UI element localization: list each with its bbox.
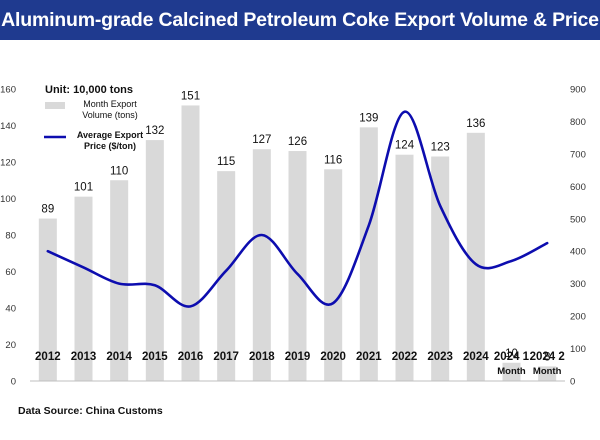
bar [466, 132, 485, 381]
x-category-label: Month [497, 366, 526, 377]
legend-bar-label: Month Export [83, 99, 137, 109]
bar [502, 362, 521, 381]
x-category-label: 2023 [427, 351, 453, 363]
x-category-label: 2016 [178, 351, 204, 363]
legend-bar-label: Volume (tons) [82, 110, 138, 120]
bar [288, 151, 307, 381]
bar-data-label: 101 [74, 182, 93, 194]
bar-data-label: 132 [145, 125, 164, 137]
y-right-tick-label: 600 [570, 182, 586, 193]
chart-title: Aluminum-grade Calcined Petroleum Coke E… [1, 9, 599, 31]
price-line [46, 110, 549, 308]
x-category-label: 2020 [320, 351, 346, 363]
legend-line-label: Price ($/ton) [84, 141, 136, 151]
y-left-tick-label: 140 [0, 121, 16, 132]
bar-data-label: 124 [395, 140, 415, 152]
unit-label: Unit: 10,000 tons [45, 84, 133, 96]
y-left-tick-label: 120 [0, 158, 16, 169]
x-category-label: 2018 [249, 351, 275, 363]
y-right-tick-label: 900 [570, 85, 586, 96]
x-category-label: 2017 [213, 351, 239, 363]
y-left-tick-label: 60 [5, 267, 16, 278]
bar-data-label: 116 [324, 154, 342, 166]
bar [538, 366, 557, 381]
chart-area: 0 20 40 60 80 100 120 140 160 0 100 200 300 400 500 600… [0, 84, 586, 388]
bar-data-label: 126 [288, 136, 307, 148]
y-left-tick-label: 80 [5, 231, 16, 242]
bar [252, 149, 271, 381]
x-category-label: 2013 [71, 351, 97, 363]
title-bar: Aluminum-grade Calcined Petroleum Coke E… [0, 0, 600, 40]
bar-data-label: 110 [110, 165, 128, 177]
y-right-tick-label: 500 [570, 214, 586, 225]
y-right-tick-label: 800 [570, 117, 586, 128]
x-category-label: 2024 2 [530, 351, 565, 363]
bar [395, 154, 414, 381]
bar-data-label: 127 [252, 134, 271, 146]
y-left-tick-label: 100 [0, 194, 16, 205]
bar-data-label: 123 [431, 142, 450, 154]
x-category-label: 2022 [392, 351, 418, 363]
bar-data-label: 89 [41, 204, 54, 216]
bar [110, 180, 129, 381]
y-left-tick-label: 40 [5, 304, 16, 315]
x-category-label: 2021 [356, 351, 382, 363]
y-right-tick-label: 0 [570, 377, 575, 388]
y-right-tick-label: 700 [570, 149, 586, 160]
bar [181, 105, 200, 382]
y-right-tick-label: 100 [570, 344, 586, 355]
bar [359, 127, 378, 381]
y-left-tick-label: 20 [5, 340, 16, 351]
legend-bar-swatch [45, 102, 65, 109]
y-left-tick-label: 160 [0, 85, 16, 96]
y-right-tick-label: 300 [570, 279, 586, 290]
bar-data-label: 136 [466, 118, 485, 130]
bar-data-label: 151 [181, 90, 200, 102]
bar-data-label: 8 [544, 351, 550, 363]
bar-data-label: 115 [217, 156, 235, 168]
x-category-label: 2014 [106, 351, 132, 363]
y-right-tick-label: 200 [570, 312, 586, 323]
legend-line-label: Average Export [77, 130, 143, 140]
bar-data-label: 10 [505, 348, 518, 360]
y-left-tick-label: 0 [11, 377, 16, 388]
x-category-label: Month [533, 366, 562, 377]
x-category-label: 2024 1 [494, 351, 530, 363]
y-right-tick-label: 400 [570, 247, 586, 258]
bar [324, 169, 343, 381]
bar [74, 196, 93, 381]
bar-data-label: 139 [359, 112, 378, 124]
x-category-label: 2012 [35, 351, 61, 363]
x-category-label: 2024 [463, 351, 489, 363]
bar [38, 218, 57, 381]
bar [145, 140, 164, 381]
x-category-label: 2015 [142, 351, 168, 363]
data-source: Data Source: China Customs [18, 405, 163, 417]
bar [217, 171, 236, 381]
x-category-label: 2019 [285, 351, 311, 363]
